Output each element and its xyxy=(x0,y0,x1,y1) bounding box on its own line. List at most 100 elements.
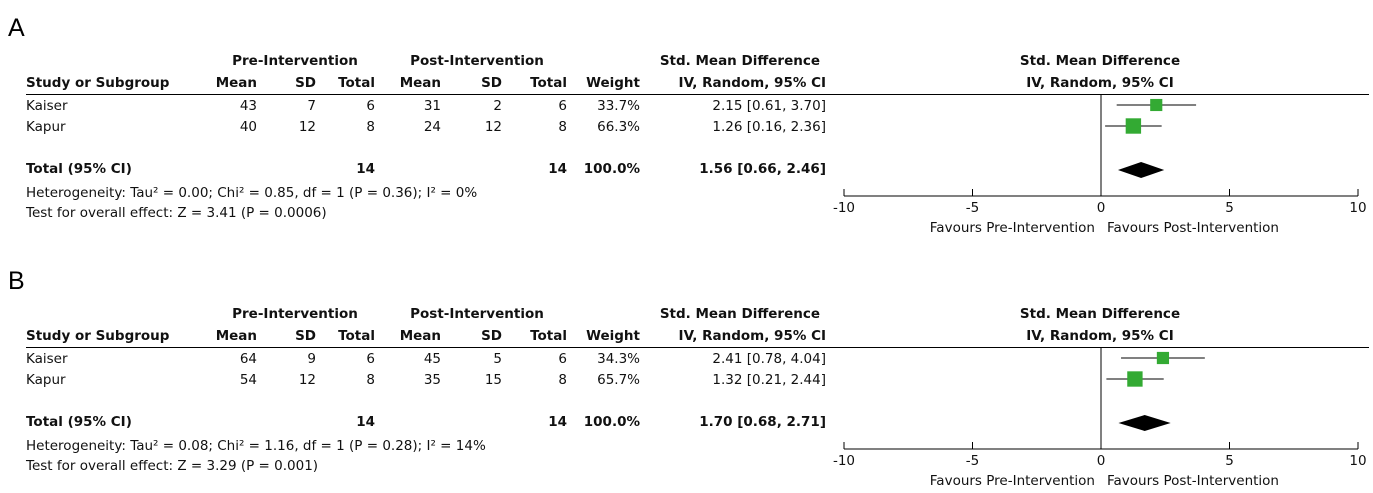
study-name: Kaiser xyxy=(26,351,68,367)
forest-panel-a: A Pre-Intervention Post-Intervention Std… xyxy=(0,0,1373,240)
pre-total-header: Total xyxy=(338,328,375,344)
x-tick-label: -10 xyxy=(833,200,855,216)
ci-value: 1.32 [0.21, 2.44] xyxy=(712,372,826,388)
x-tick-label: 10 xyxy=(1349,453,1366,469)
weight-value: 65.7% xyxy=(597,372,640,388)
pre-mean-value: 54 xyxy=(239,372,257,388)
x-tick-label: 0 xyxy=(1097,453,1106,469)
post-mean-header: Mean xyxy=(399,328,441,344)
post-total-header: Total xyxy=(530,75,567,91)
post-total-value: 6 xyxy=(558,351,567,367)
post-total-header: Total xyxy=(530,328,567,344)
header-rule xyxy=(26,347,1369,349)
smd-plot-header: Std. Mean Difference xyxy=(1019,306,1181,322)
x-tick-label: -5 xyxy=(966,200,979,216)
heterogeneity-text: Heterogeneity: Tau² = 0.08; Chi² = 1.16,… xyxy=(26,438,486,454)
post-mean-value: 35 xyxy=(423,372,441,388)
post-total-value: 6 xyxy=(558,98,567,114)
panel-label: B xyxy=(8,267,25,295)
study-name: Kapur xyxy=(26,119,66,135)
pre-total-value: 8 xyxy=(366,372,375,388)
forest-plot-a: -10 -5 0 5 10 Favours Pre-Intervention Favours… xyxy=(833,95,1367,236)
weight-header: Weight xyxy=(586,75,640,91)
x-tick-label: 0 xyxy=(1097,200,1106,216)
ci-header: IV, Random, 95% CI xyxy=(678,75,826,91)
smd-table-header: Std. Mean Difference xyxy=(659,306,820,322)
study-point-estimate xyxy=(1125,118,1142,134)
heterogeneity-text: Heterogeneity: Tau² = 0.00; Chi² = 0.85,… xyxy=(26,185,478,201)
smd-plot-header: Std. Mean Difference xyxy=(1019,53,1181,69)
pre-total-sum: 14 xyxy=(356,161,375,177)
post-total-value: 8 xyxy=(558,119,567,135)
study-point-estimate xyxy=(1127,371,1143,387)
pre-total-sum: 14 xyxy=(356,414,375,430)
weight-value: 33.7% xyxy=(597,98,640,114)
favours-right-label: Favours Post-Intervention xyxy=(1107,220,1279,236)
total-ci: 1.56 [0.66, 2.46] xyxy=(699,161,826,177)
ci-value: 2.15 [0.61, 3.70] xyxy=(712,98,826,114)
pooled-diamond xyxy=(1118,415,1171,431)
weight-value: 34.3% xyxy=(597,351,640,367)
panel-label: A xyxy=(8,14,25,42)
study-column-header: Study or Subgroup xyxy=(26,328,170,344)
post-sd-value: 5 xyxy=(493,351,502,367)
pre-mean-value: 64 xyxy=(239,351,257,367)
pre-mean-header: Mean xyxy=(215,328,257,344)
ci-header: IV, Random, 95% CI xyxy=(678,328,826,344)
forest-plot-b: -10 -5 0 5 10 Favours Pre-Intervention Favours… xyxy=(833,348,1367,489)
post-mean-value: 45 xyxy=(423,351,441,367)
overall-effect-text: Test for overall effect: Z = 3.41 (P = 0… xyxy=(26,205,327,221)
pooled-diamond xyxy=(1117,162,1165,178)
post-mean-header: Mean xyxy=(399,75,441,91)
post-total-value: 8 xyxy=(558,372,567,388)
pre-mean-value: 40 xyxy=(239,119,257,135)
favours-left-label: Favours Pre-Intervention xyxy=(930,220,1095,236)
study-point-estimate xyxy=(1150,98,1163,112)
post-mean-value: 31 xyxy=(423,98,441,114)
pre-total-value: 6 xyxy=(366,351,375,367)
study-column-header: Study or Subgroup xyxy=(26,75,170,91)
post-intervention-header: Post-Intervention xyxy=(410,306,544,322)
total-ci: 1.70 [0.68, 2.71] xyxy=(699,414,826,430)
x-tick-label: -10 xyxy=(833,453,855,469)
pre-mean-value: 43 xyxy=(239,98,257,114)
pre-sd-value: 9 xyxy=(307,351,316,367)
pre-sd-value: 12 xyxy=(298,119,316,135)
post-intervention-header: Post-Intervention xyxy=(410,53,544,69)
post-total-sum: 14 xyxy=(548,161,567,177)
x-tick-label: 10 xyxy=(1349,200,1366,216)
ci-plot-header: IV, Random, 95% CI xyxy=(1026,75,1174,91)
post-sd-value: 15 xyxy=(484,372,502,388)
pre-intervention-header: Pre-Intervention xyxy=(232,53,358,69)
x-tick-label: 5 xyxy=(1225,200,1234,216)
total-label: Total (95% CI) xyxy=(26,414,132,430)
pre-sd-value: 12 xyxy=(298,372,316,388)
study-name: Kaiser xyxy=(26,98,68,114)
pre-total-value: 6 xyxy=(366,98,375,114)
pre-sd-value: 7 xyxy=(307,98,316,114)
total-label: Total (95% CI) xyxy=(26,161,132,177)
study-point-estimate xyxy=(1156,351,1170,365)
pre-mean-header: Mean xyxy=(215,75,257,91)
post-sd-header: SD xyxy=(481,328,502,344)
pre-sd-header: SD xyxy=(295,75,316,91)
total-weight: 100.0% xyxy=(583,414,640,430)
favours-right-label: Favours Post-Intervention xyxy=(1107,473,1279,489)
weight-header: Weight xyxy=(586,328,640,344)
favours-left-label: Favours Pre-Intervention xyxy=(930,473,1095,489)
x-tick-label: 5 xyxy=(1225,453,1234,469)
ci-value: 1.26 [0.16, 2.36] xyxy=(712,119,826,135)
pre-total-value: 8 xyxy=(366,119,375,135)
ci-value: 2.41 [0.78, 4.04] xyxy=(712,351,826,367)
smd-table-header: Std. Mean Difference xyxy=(659,53,820,69)
pre-intervention-header: Pre-Intervention xyxy=(232,306,358,322)
weight-value: 66.3% xyxy=(597,119,640,135)
post-sd-value: 12 xyxy=(484,119,502,135)
x-tick-label: -5 xyxy=(966,453,979,469)
overall-effect-text: Test for overall effect: Z = 3.29 (P = 0… xyxy=(26,458,319,474)
pre-sd-header: SD xyxy=(295,328,316,344)
post-total-sum: 14 xyxy=(548,414,567,430)
study-name: Kapur xyxy=(26,372,66,388)
total-weight: 100.0% xyxy=(583,161,640,177)
post-mean-value: 24 xyxy=(423,119,441,135)
